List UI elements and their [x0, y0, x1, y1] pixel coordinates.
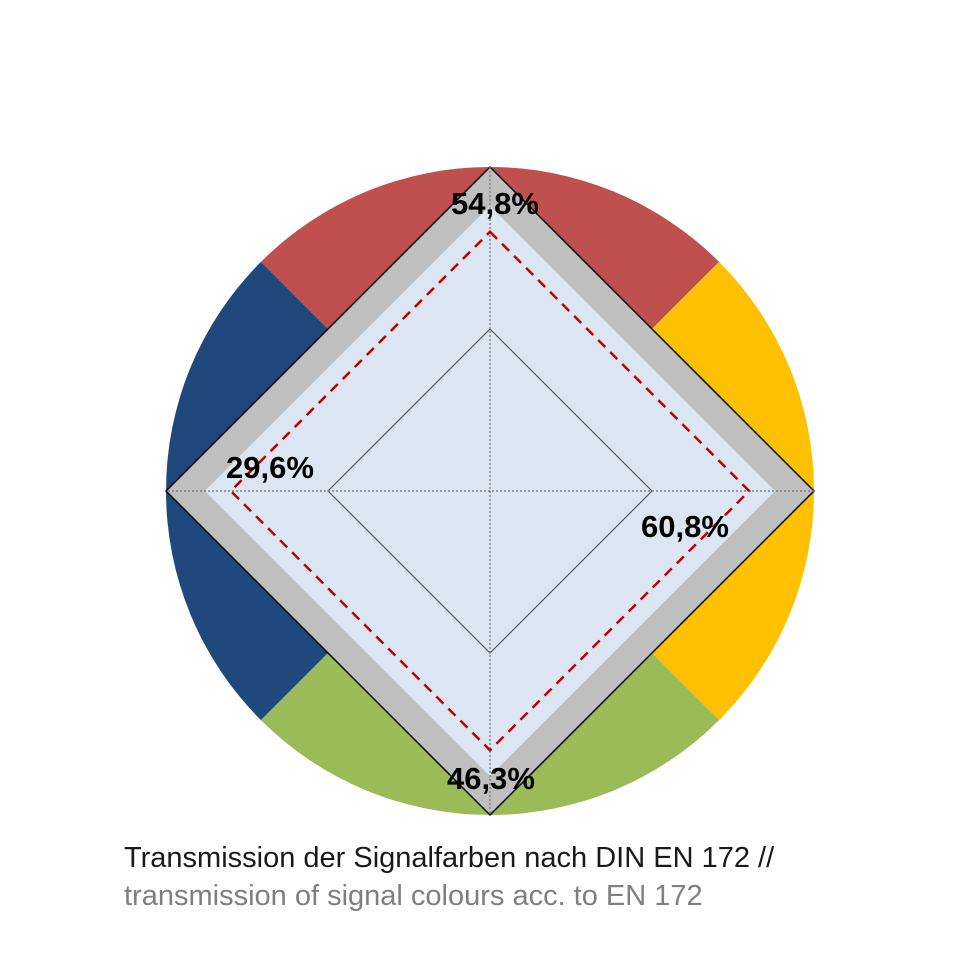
value-label-yellow: 60,8%	[641, 509, 729, 544]
value-label-red: 54,8%	[451, 186, 539, 221]
caption-english: transmission of signal colours acc. to E…	[124, 880, 703, 912]
value-label-blue: 29,6%	[226, 450, 314, 485]
limit-line	[229, 230, 751, 752]
radar-grid	[166, 167, 814, 815]
value-label-green: 46,3%	[447, 761, 535, 796]
caption-german: Transmission der Signalfarben nach DIN E…	[124, 842, 775, 874]
value-labels: 54,8% 60,8% 46,3% 29,6%	[226, 186, 729, 796]
